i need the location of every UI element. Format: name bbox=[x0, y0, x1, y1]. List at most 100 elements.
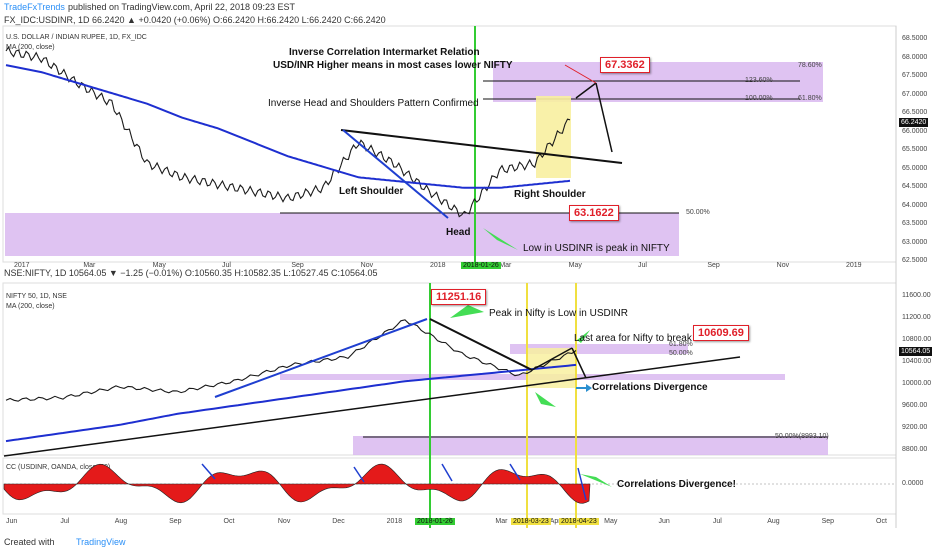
usd-price-series bbox=[5, 46, 571, 218]
nifty-instrument-name: NIFTY 50, 1D, NSE bbox=[6, 293, 67, 300]
nifty-date-tag: 2018-01-26 bbox=[415, 518, 455, 525]
nifty-green-arrow-low bbox=[535, 392, 556, 407]
fib-618-n-label: 61.80% bbox=[669, 341, 693, 348]
divergence2-label: Correlations Divergence! bbox=[617, 479, 736, 490]
nifty-x-tick: Sep bbox=[821, 518, 835, 525]
nifty-green-arrow-top bbox=[577, 330, 590, 343]
nifty-low-price-box: 10609.69 bbox=[693, 325, 749, 341]
nifty-x-tick: Jul bbox=[60, 518, 70, 525]
nifty-y-tick: 8800.00 bbox=[902, 446, 928, 453]
usd-x-tick: May bbox=[568, 262, 582, 269]
usd-high-price-box: 67.3362 bbox=[600, 57, 650, 73]
nifty-y-tick: 9200.00 bbox=[902, 424, 928, 431]
cc-arrow-3 bbox=[441, 463, 453, 482]
usd-x-tick: 2017 bbox=[14, 262, 30, 269]
usd-neckline bbox=[340, 129, 623, 164]
usd-ma-series bbox=[5, 64, 571, 189]
fib-50-usd-label: 50.00% bbox=[686, 209, 710, 216]
fib-1236-label: 123.60% bbox=[745, 77, 773, 84]
usd-date-tag: 2018-01-26 bbox=[461, 262, 501, 269]
usd-x-tick: Mar bbox=[499, 262, 512, 269]
nifty-green-arrow-peak bbox=[450, 305, 484, 318]
usd-y-tick: 64.5000 bbox=[902, 183, 928, 190]
nifty-y-tick: 9600.00 bbox=[902, 402, 928, 409]
nifty-y-tick: 10400.00 bbox=[902, 358, 932, 365]
nifty-x-tick: May bbox=[604, 518, 618, 525]
usd-green-arrow bbox=[483, 228, 518, 250]
nifty-x-tick: Oct bbox=[223, 518, 235, 525]
fib-618-usd-label: 61.80% bbox=[798, 95, 822, 102]
cc-arrow-5 bbox=[577, 467, 587, 501]
nifty-date-tag: 2018-03-23 bbox=[511, 518, 551, 525]
nifty-fib-low-zone bbox=[353, 436, 828, 455]
nifty-panel bbox=[2, 282, 897, 456]
peak-low-label: Peak in Nifty is Low in USDINR bbox=[489, 308, 628, 319]
divergence-label: Correlations Divergence bbox=[592, 382, 708, 393]
usd-projection-up bbox=[575, 82, 597, 99]
usd-x-tick: Nov bbox=[776, 262, 790, 269]
usd-y-tick: 65.5000 bbox=[902, 146, 928, 153]
nifty-ohlc-line: NSE:NIFTY, 1D 10564.05 ▼ −1.25 (−0.01%) … bbox=[4, 268, 378, 278]
usd-yellow-zone bbox=[536, 96, 571, 178]
fib-786-label: 78.60% bbox=[798, 62, 822, 69]
usd-y-tick: 63.5000 bbox=[902, 220, 928, 227]
usd-current-price: 66.2420 bbox=[899, 118, 929, 127]
cc-indicator-label[interactable]: CC (USDINR, OANDA, close, 20) bbox=[6, 464, 111, 471]
nifty-projection-up bbox=[531, 347, 573, 371]
usd-x-tick: Sep bbox=[291, 262, 304, 269]
nifty-projection-down bbox=[571, 347, 587, 379]
usd-ohlc-line: FX_IDC:USDINR, 1D 66.2420 ▲ +0.0420 (+0.… bbox=[4, 15, 386, 25]
usd-y-tick: 63.0000 bbox=[902, 238, 928, 246]
nifty-high-price-box: 11251.16 bbox=[431, 289, 487, 305]
nifty-date-tag: 2018-04-23 bbox=[559, 518, 599, 525]
usd-x-tick: Mar bbox=[83, 262, 96, 269]
nifty-x-tick: Jun bbox=[6, 518, 18, 525]
usd-low-price-box: 63.1622 bbox=[569, 205, 619, 221]
usd-y-tick: 68.5000 bbox=[902, 35, 928, 42]
nifty-ma-series bbox=[5, 363, 577, 443]
fib-50-low-label: 50.00%(8993.10) bbox=[775, 433, 829, 440]
usd-x-tick: Jul bbox=[222, 262, 231, 269]
usd-y-tick: 64.0000 bbox=[902, 201, 928, 209]
cc-arrow-2 bbox=[353, 466, 365, 483]
usd-y-tick: 67.0000 bbox=[902, 90, 928, 98]
fib-50-n-label: 50.00% bbox=[669, 350, 693, 357]
usd-ma-label[interactable]: MA (200, close) bbox=[6, 44, 55, 51]
usd-y-tick: 67.5000 bbox=[902, 72, 928, 79]
nifty-downtrend-line bbox=[429, 318, 533, 371]
nifty-x-tick: Jun bbox=[658, 518, 670, 525]
nifty-y-tick: 10000.00 bbox=[902, 380, 932, 387]
nifty-long-trendline bbox=[3, 356, 741, 457]
nifty-x-tick: Aug bbox=[114, 518, 128, 525]
nifty-x-tick: Apr bbox=[549, 518, 561, 525]
nifty-x-tick: Sep bbox=[169, 518, 182, 525]
usd-x-tick: Jul bbox=[638, 262, 647, 269]
head-label: Head bbox=[446, 227, 471, 238]
cc-area bbox=[3, 463, 591, 504]
brand-label: TradeFxTrends bbox=[4, 2, 65, 12]
footer-created: Created with bbox=[4, 537, 55, 547]
cc-arrow-4 bbox=[509, 463, 521, 481]
usd-y-tick: 68.0000 bbox=[902, 53, 928, 61]
nifty-x-tick: 2018 bbox=[386, 518, 403, 525]
nifty-uptrend-line bbox=[214, 318, 428, 398]
title-line-1: Inverse Correlation Intermarket Relation bbox=[289, 47, 480, 58]
usd-y-tick: 66.5000 bbox=[902, 109, 928, 116]
usd-instrument-name: U.S. DOLLAR / INDIAN RUPEE, 1D, FX_IDC bbox=[6, 34, 147, 41]
usd-y-tick: 62.5000 bbox=[902, 257, 928, 264]
usd-x-tick: 2018 bbox=[430, 262, 446, 269]
nifty-x-tick: Nov bbox=[277, 518, 291, 525]
nifty-y-tick: 11200.00 bbox=[902, 314, 931, 321]
nifty-x-tick: Aug bbox=[767, 518, 780, 525]
usd-high-pointer bbox=[564, 64, 597, 84]
usd-fib-upper-zone bbox=[493, 62, 823, 102]
cc-arrow-1 bbox=[201, 463, 216, 480]
usd-fib-lower-zone bbox=[5, 213, 679, 256]
usd-downtrend-line bbox=[342, 129, 449, 219]
usd-x-tick: Nov bbox=[360, 262, 374, 269]
footer-brand[interactable]: TradingView bbox=[76, 537, 126, 547]
fib-100-label: 100.00% bbox=[745, 95, 773, 102]
usd-x-tick: 2019 bbox=[846, 262, 862, 269]
nifty-ma-label[interactable]: MA (200, close) bbox=[6, 303, 55, 310]
